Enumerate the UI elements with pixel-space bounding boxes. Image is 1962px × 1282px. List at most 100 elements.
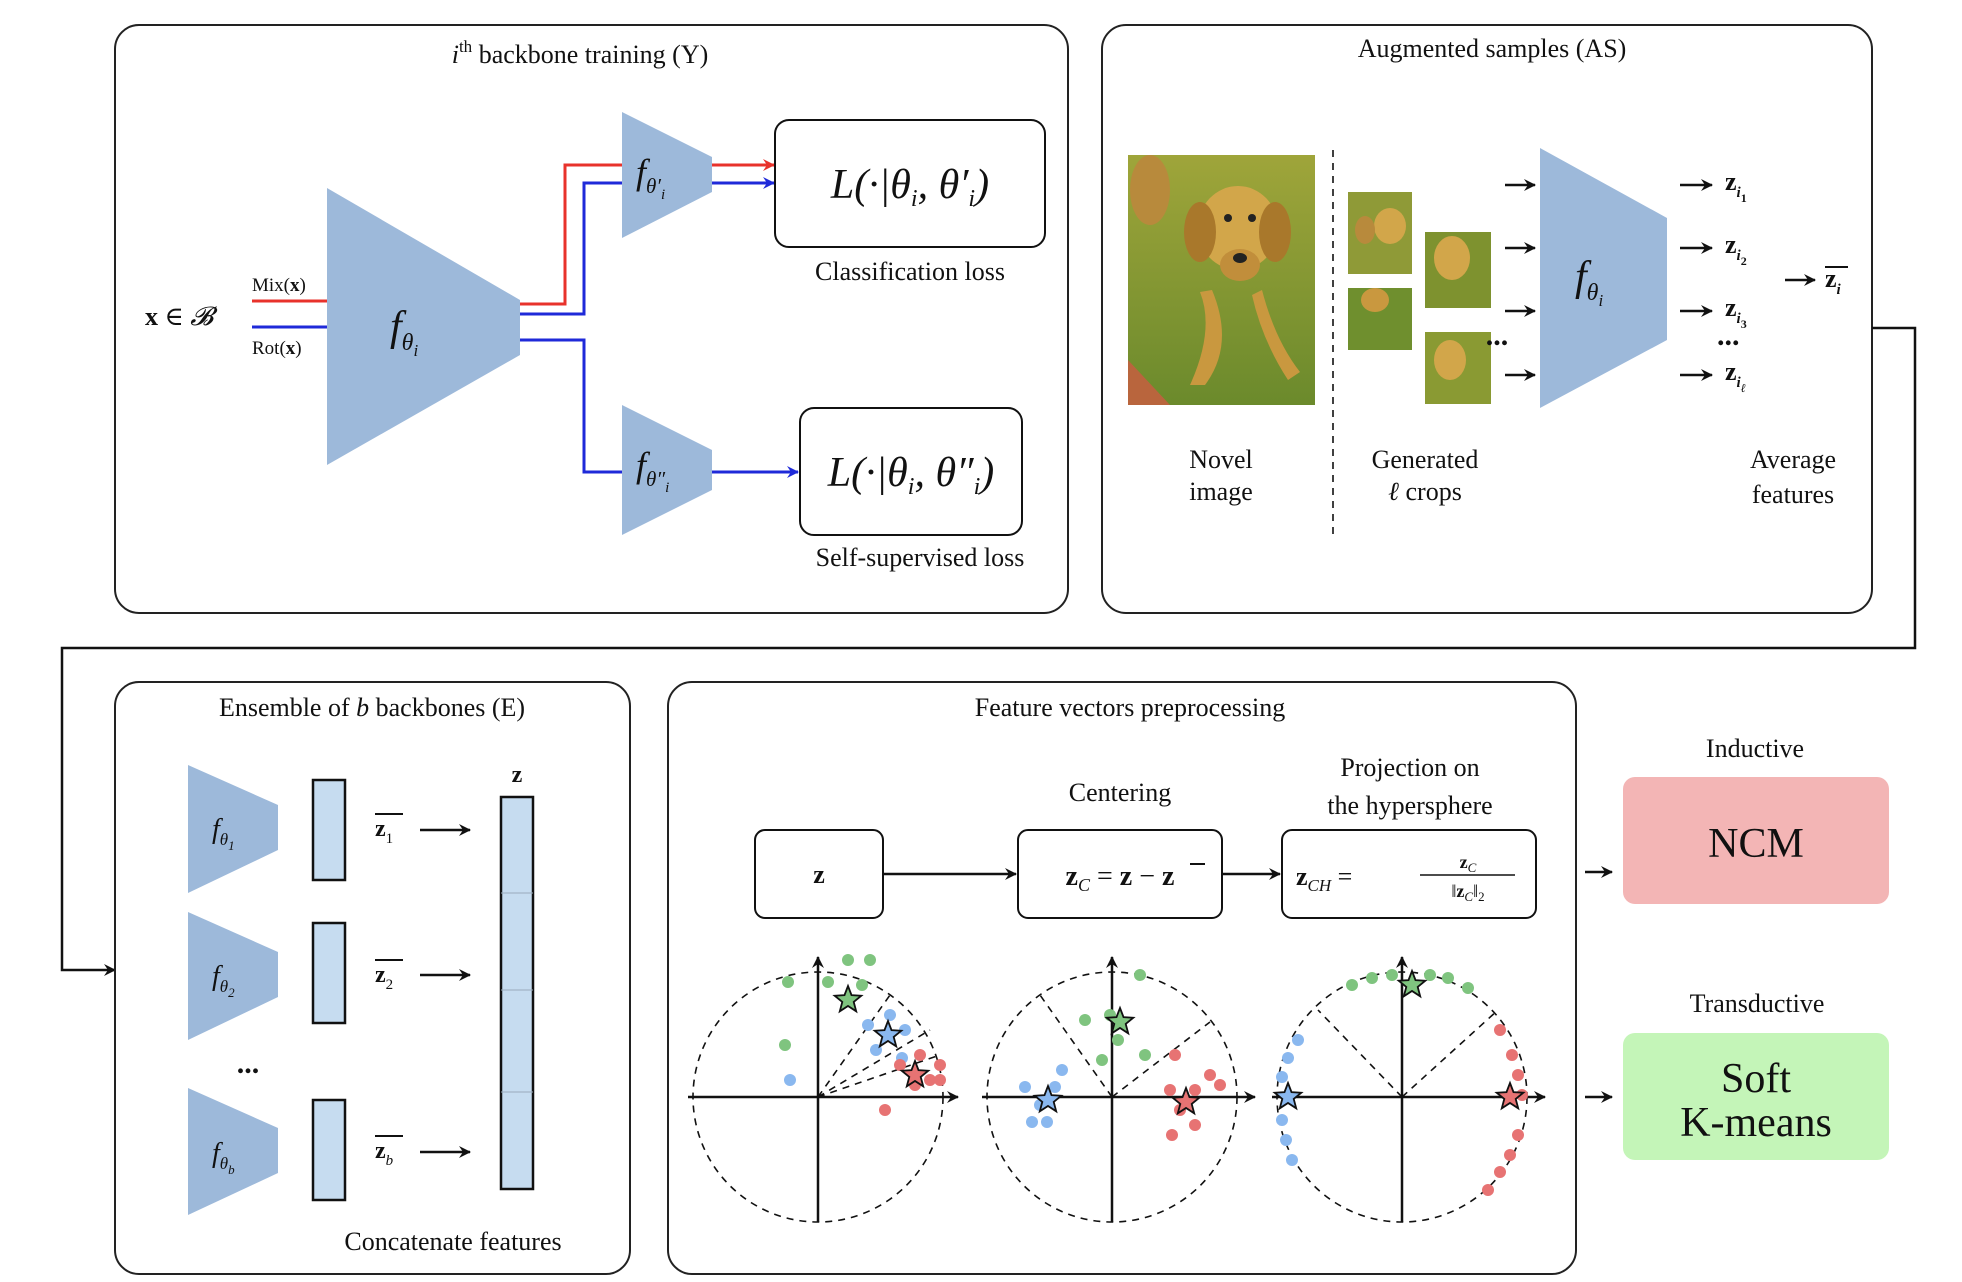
panel-backbone-training: ith backbone training (Y) x ∈ 𝓑 Mix(x) R… xyxy=(114,24,1069,614)
panel-title: Feature vectors preprocessing xyxy=(975,693,1285,722)
scatter-point xyxy=(1112,1034,1124,1046)
ensemble-ellipsis: ... xyxy=(237,1047,260,1080)
crops-label-line2: ℓ crops xyxy=(1388,477,1462,506)
scatter-point xyxy=(1276,1071,1288,1083)
mix-label: Mix(x) xyxy=(252,275,306,296)
classification-loss-box xyxy=(774,119,1046,248)
rot-label: Rot(x) xyxy=(252,338,302,359)
scatter-point xyxy=(1494,1166,1506,1178)
kmeans-label-line1: Soft xyxy=(1721,1056,1791,1102)
concatenated-vector xyxy=(499,795,535,1191)
novel-image xyxy=(1128,155,1315,405)
scatter-point xyxy=(1424,969,1436,981)
transductive-label: Transductive xyxy=(1690,989,1825,1018)
ncm-box xyxy=(1623,777,1889,904)
novel-label-line2: image xyxy=(1189,477,1253,506)
crops-label-line1: Generated xyxy=(1372,445,1479,474)
mix-to-head xyxy=(520,163,632,306)
scatter-point xyxy=(782,976,794,988)
scatter-point xyxy=(1512,1129,1524,1141)
scatter-point xyxy=(1512,1069,1524,1081)
scatter-point xyxy=(914,1049,926,1061)
backbone-shape xyxy=(327,188,520,465)
scatter-point xyxy=(894,1059,906,1071)
scatter-point xyxy=(879,1104,891,1116)
ssl-loss-caption: Self-supervised loss xyxy=(816,543,1025,572)
scatter-point xyxy=(1019,1081,1031,1093)
concat-caption: Concatenate features xyxy=(344,1227,561,1256)
scatter-point xyxy=(1041,1116,1053,1128)
scatter-point xyxy=(1026,1116,1038,1128)
ensemble-backbone-2 xyxy=(188,912,278,1040)
rot-to-ssl-head xyxy=(520,338,632,474)
raw-feature-label: z xyxy=(813,860,825,889)
scatter-point xyxy=(1096,1054,1108,1066)
scatter-point xyxy=(1214,1079,1226,1091)
crops-ellipsis: ... xyxy=(1486,319,1509,352)
classifier-head-shape xyxy=(622,112,712,238)
inductive-label: Inductive xyxy=(1706,734,1804,763)
ncm-label: NCM xyxy=(1708,821,1804,867)
scatter-point xyxy=(1292,1034,1304,1046)
scatter-point xyxy=(1189,1119,1201,1131)
outputs-ellipsis: ... xyxy=(1717,319,1740,352)
scatter-point xyxy=(1286,1154,1298,1166)
ensemble-backbone-1 xyxy=(188,765,278,893)
input-label: x ∈ 𝓑 xyxy=(145,302,218,331)
avg-label-line1: Average xyxy=(1750,445,1836,474)
kmeans-box xyxy=(1623,1033,1889,1160)
scatter-point xyxy=(1056,1064,1068,1076)
scatter-point xyxy=(1386,969,1398,981)
ssl-loss-box xyxy=(799,407,1023,536)
classification-loss-formula: L(·|θi, θ′i) xyxy=(830,162,989,212)
projection-label-line2: the hypersphere xyxy=(1327,791,1492,820)
scatter-point xyxy=(1442,972,1454,984)
scatter-point xyxy=(856,979,868,991)
scatter-point xyxy=(1282,1052,1294,1064)
kmeans-label-line2: K-means xyxy=(1680,1100,1832,1146)
centering-label: Centering xyxy=(1069,778,1172,807)
scatter-point xyxy=(1166,1129,1178,1141)
scatter-point xyxy=(1189,1084,1201,1096)
scatter-point xyxy=(784,1074,796,1086)
plot-projected xyxy=(1272,956,1546,1223)
scatter-point xyxy=(1139,1049,1151,1061)
class-centroid-star xyxy=(1104,1005,1136,1036)
mean-vector-1 xyxy=(311,778,347,882)
scatter-point xyxy=(1169,1049,1181,1061)
scatter-point xyxy=(1462,982,1474,994)
scatter-point xyxy=(1346,979,1358,991)
panel-feature-preprocessing: Feature vectors preprocessing Centering … xyxy=(667,681,1577,1275)
scatter-point xyxy=(924,1074,936,1086)
novel-label-line1: Novel xyxy=(1189,445,1253,474)
class-centroid-star xyxy=(1396,968,1428,999)
ensemble-backbone-b xyxy=(188,1088,278,1215)
connector-as-to-ensemble xyxy=(60,326,1917,976)
class-centroid-star xyxy=(899,1058,931,1089)
scatter-point xyxy=(1164,1084,1176,1096)
scatter-point xyxy=(1204,1069,1216,1081)
rot-to-head xyxy=(520,181,632,316)
mean-vector-2 xyxy=(311,921,347,1025)
ssl-head-shape xyxy=(622,405,712,535)
scatter-point xyxy=(884,1009,896,1021)
scatter-point xyxy=(1049,1081,1061,1093)
concat-label: z xyxy=(512,762,523,788)
class-centroid-star xyxy=(1170,1085,1202,1116)
generated-crops xyxy=(1348,192,1491,404)
projection-denominator: ‖zC‖2 xyxy=(1451,881,1484,904)
projection-label-line1: Projection on xyxy=(1340,753,1479,782)
projection-lhs: zCH = xyxy=(1296,862,1352,895)
as-backbone-shape xyxy=(1540,148,1667,408)
scatter-point xyxy=(1079,1014,1091,1026)
scatter-point xyxy=(779,1039,791,1051)
panel-title: Ensemble of b backbones (E) xyxy=(219,693,525,722)
scatter-point xyxy=(934,1074,946,1086)
scatter-point xyxy=(899,1024,911,1036)
scatter-point xyxy=(934,1059,946,1071)
scatter-point xyxy=(842,954,854,966)
panel-title: Augmented samples (AS) xyxy=(1358,34,1627,63)
classification-loss-caption: Classification loss xyxy=(815,257,1005,286)
classifier-outputs: Inductive NCM Transductive Soft K-means xyxy=(1585,734,1889,1160)
